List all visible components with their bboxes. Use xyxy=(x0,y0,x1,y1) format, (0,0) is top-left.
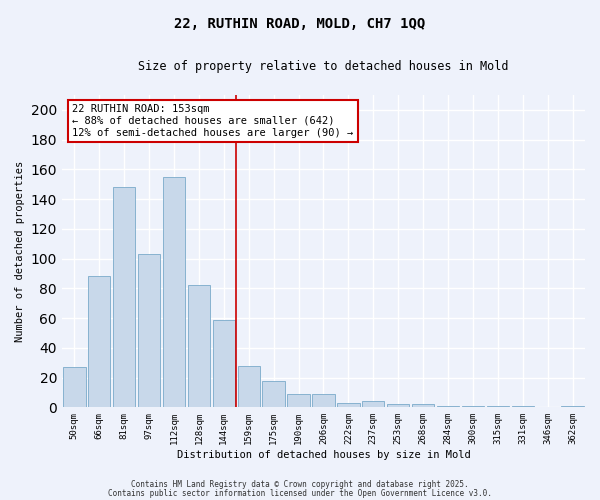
Bar xyxy=(188,286,210,408)
Title: Size of property relative to detached houses in Mold: Size of property relative to detached ho… xyxy=(138,60,509,73)
Bar xyxy=(437,406,459,407)
Bar xyxy=(63,367,86,408)
Bar xyxy=(387,404,409,407)
Bar xyxy=(138,254,160,408)
Bar xyxy=(163,177,185,408)
Bar xyxy=(262,380,285,407)
Bar xyxy=(113,187,136,408)
Bar xyxy=(512,406,534,407)
Bar xyxy=(312,394,335,407)
Bar xyxy=(88,276,110,407)
Text: Contains HM Land Registry data © Crown copyright and database right 2025.: Contains HM Land Registry data © Crown c… xyxy=(131,480,469,489)
Bar xyxy=(362,402,385,407)
Y-axis label: Number of detached properties: Number of detached properties xyxy=(15,160,25,342)
Bar xyxy=(562,406,584,407)
Text: Contains public sector information licensed under the Open Government Licence v3: Contains public sector information licen… xyxy=(108,488,492,498)
Bar xyxy=(238,366,260,408)
Bar xyxy=(462,406,484,407)
Bar xyxy=(337,403,359,407)
Bar xyxy=(487,406,509,407)
Bar xyxy=(287,394,310,407)
Bar xyxy=(212,320,235,408)
Bar xyxy=(412,404,434,407)
X-axis label: Distribution of detached houses by size in Mold: Distribution of detached houses by size … xyxy=(176,450,470,460)
Text: 22 RUTHIN ROAD: 153sqm
← 88% of detached houses are smaller (642)
12% of semi-de: 22 RUTHIN ROAD: 153sqm ← 88% of detached… xyxy=(73,104,353,138)
Text: 22, RUTHIN ROAD, MOLD, CH7 1QQ: 22, RUTHIN ROAD, MOLD, CH7 1QQ xyxy=(175,18,425,32)
